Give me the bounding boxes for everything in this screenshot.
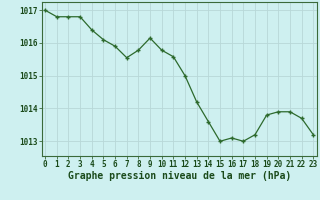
X-axis label: Graphe pression niveau de la mer (hPa): Graphe pression niveau de la mer (hPa) [68,171,291,181]
